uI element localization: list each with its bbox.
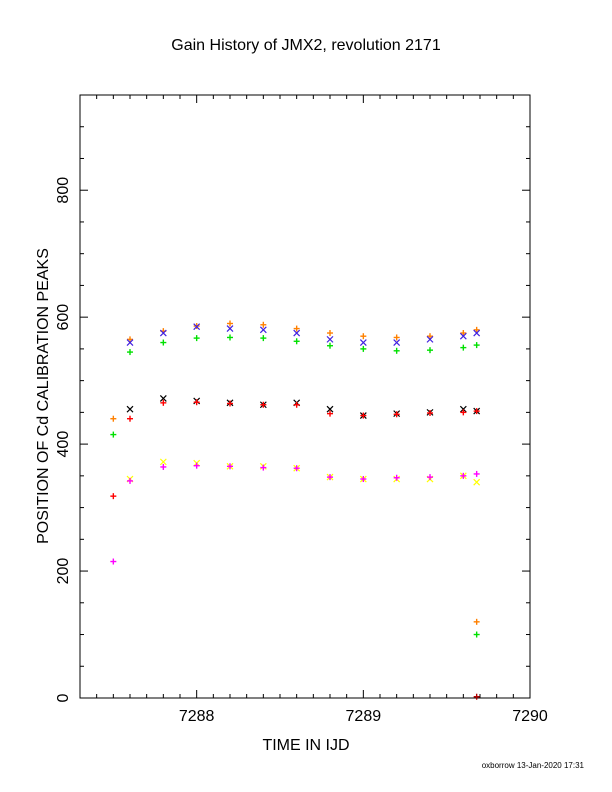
data-point — [460, 344, 467, 351]
outlier-point — [473, 693, 480, 700]
data-point — [110, 431, 117, 438]
data-point — [393, 339, 401, 346]
data-point — [473, 408, 480, 415]
data-point — [293, 325, 300, 332]
axis-ticks — [80, 94, 531, 699]
data-point — [359, 339, 367, 346]
data-point — [193, 462, 200, 469]
y-tick-label: 400 — [55, 431, 72, 458]
data-point — [226, 325, 234, 333]
footer-credit: oxborrow 13-Jan-2020 17:31 — [481, 761, 584, 770]
x-axis-label: TIME IN IJD — [262, 737, 350, 754]
data-point — [126, 339, 134, 346]
y-tick-label: 200 — [55, 558, 72, 585]
data-point — [110, 558, 117, 565]
data-point — [159, 329, 167, 337]
data-point — [327, 410, 333, 417]
data-point — [459, 405, 467, 413]
y-tick-label: 800 — [55, 177, 72, 204]
data-point — [193, 399, 200, 406]
outlier-point — [473, 618, 480, 625]
data-point — [227, 334, 233, 341]
data-point — [326, 335, 334, 343]
data-point — [427, 410, 433, 417]
plot-frame — [79, 94, 531, 699]
data-point — [393, 411, 400, 418]
data-point — [427, 474, 433, 481]
data-point — [393, 347, 400, 354]
data-point — [293, 465, 300, 472]
y-axis-label: POSITION OF Cd CALIBRATION PEAKS — [35, 248, 52, 544]
data-point — [260, 401, 267, 408]
data-point — [227, 400, 233, 407]
chart-title: Gain History of JMX2, revolution 2171 — [171, 37, 441, 54]
data-point — [293, 329, 301, 337]
data-point — [326, 405, 334, 413]
data-point — [160, 463, 167, 470]
data-point — [473, 470, 480, 477]
x-tick-label: 7288 — [179, 708, 215, 725]
data-point — [459, 332, 467, 340]
data-point — [193, 323, 201, 331]
data-point — [327, 342, 333, 349]
data-point — [360, 345, 367, 352]
y-tick-label: 0 — [55, 693, 72, 702]
data-point — [293, 338, 300, 345]
data-point — [193, 335, 200, 342]
data-point — [160, 339, 167, 346]
data-point — [427, 347, 433, 354]
data-point — [460, 409, 467, 416]
data-point — [360, 476, 367, 483]
data-point — [259, 326, 267, 334]
data-point — [260, 321, 267, 328]
data-point — [473, 478, 481, 486]
data-point — [393, 334, 400, 341]
data-point — [160, 399, 167, 406]
data-points — [110, 320, 481, 700]
data-point — [360, 412, 367, 419]
data-point — [127, 415, 133, 422]
data-point — [110, 415, 117, 422]
data-point — [227, 463, 233, 470]
data-point — [426, 335, 434, 343]
data-point — [127, 477, 133, 484]
data-point — [473, 631, 480, 638]
data-point — [293, 401, 300, 408]
data-point — [126, 405, 134, 413]
data-point — [460, 330, 467, 337]
tick-labels: 0 200 400 600 800 7288 7289 7290 — [55, 177, 548, 725]
data-point — [327, 330, 333, 337]
data-point — [260, 335, 267, 342]
data-point — [159, 394, 167, 402]
data-point — [393, 474, 400, 481]
x-tick-label: 7289 — [346, 708, 382, 725]
data-point — [260, 464, 267, 471]
data-point — [159, 458, 167, 466]
data-point — [327, 474, 333, 481]
data-point — [127, 349, 133, 356]
data-point — [473, 326, 480, 333]
data-point — [110, 493, 117, 500]
data-point — [227, 320, 233, 327]
x-tick-label: 7290 — [512, 708, 548, 725]
data-point — [127, 336, 133, 343]
y-tick-label: 600 — [55, 304, 72, 331]
data-point — [427, 333, 433, 340]
data-point — [473, 342, 480, 349]
data-point — [473, 329, 481, 337]
data-point — [460, 472, 467, 479]
data-point — [360, 333, 367, 340]
